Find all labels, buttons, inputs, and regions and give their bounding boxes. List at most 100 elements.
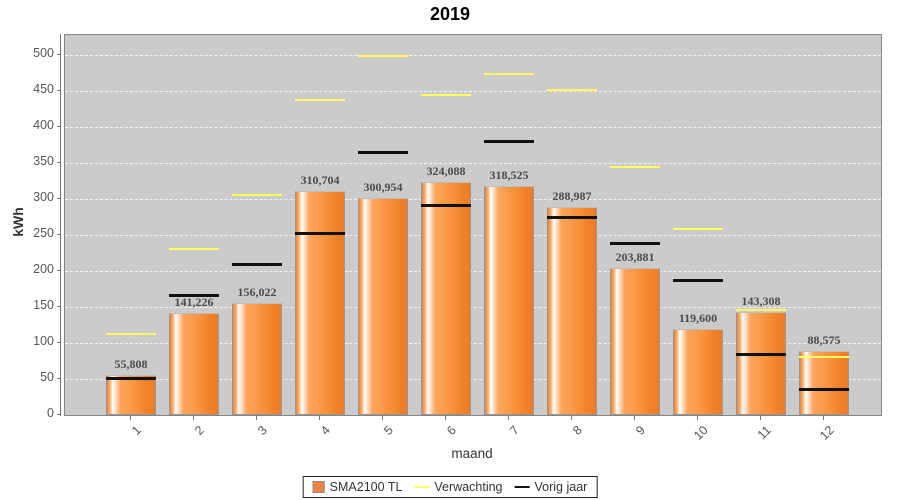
bar-value-label-month-6: 324,088 xyxy=(426,164,466,178)
gridline-400 xyxy=(65,127,881,128)
verwachting-marker-month-8 xyxy=(547,89,597,92)
bar-value-label-month-12: 88,575 xyxy=(807,333,841,347)
bar-month-4 xyxy=(295,191,345,415)
y-tick-label-50: 50 xyxy=(40,370,54,384)
verwachting-marker-month-2 xyxy=(169,248,219,251)
vorig-jaar-marker-month-10 xyxy=(673,278,723,282)
y-tick-label-0: 0 xyxy=(47,406,54,420)
y-tick-mark xyxy=(57,162,61,163)
vorig-jaar-marker-month-8 xyxy=(547,216,597,219)
x-tick-mark-12 xyxy=(823,416,824,420)
y-tick-mark xyxy=(57,342,61,343)
bar-value-label-month-1: 55,808 xyxy=(114,357,148,371)
vorig-jaar-marker-month-4 xyxy=(295,231,345,235)
verwachting-marker-month-5 xyxy=(358,54,408,57)
y-tick-mark xyxy=(57,126,61,127)
y-tick-label-450: 450 xyxy=(33,82,54,96)
vorig-jaar-marker-month-7 xyxy=(484,140,534,144)
gridline-350 xyxy=(65,163,881,164)
verwachting-marker-month-6 xyxy=(421,93,471,96)
bar-month-6 xyxy=(421,182,471,415)
legend-item-vorig-jaar: Vorig jaar xyxy=(514,480,588,494)
vorig-jaar-marker-month-5 xyxy=(358,151,408,155)
x-tick-mark-1 xyxy=(130,416,131,420)
x-tick-mark-11 xyxy=(760,416,761,420)
gridline-50 xyxy=(65,379,881,380)
vorig-jaar-marker-month-12 xyxy=(799,388,849,392)
y-tick-label-150: 150 xyxy=(33,298,54,312)
y-tick-mark xyxy=(57,234,61,235)
y-tick-label-200: 200 xyxy=(33,262,54,276)
gridline-150 xyxy=(65,307,881,308)
bar-value-label-month-8: 288,987 xyxy=(552,189,592,203)
x-tick-mark-3 xyxy=(256,416,257,420)
gridline-450 xyxy=(65,91,881,92)
plot-area: 55,808 141,226 156,022 310,704 300,954 324,08… xyxy=(64,34,882,416)
y-tick-label-400: 400 xyxy=(33,118,54,132)
vorig-jaar-marker-month-9 xyxy=(610,241,660,245)
verwachting-marker-month-7 xyxy=(484,72,534,75)
x-tick-mark-9 xyxy=(634,416,635,420)
y-tick-label-250: 250 xyxy=(33,226,54,240)
bar-value-label-month-5: 300,954 xyxy=(363,180,403,194)
verwachting-marker-month-3 xyxy=(232,193,282,196)
bar-month-10 xyxy=(673,329,723,415)
x-tick-mark-8 xyxy=(571,416,572,420)
verwachting-marker-month-10 xyxy=(673,228,723,231)
x-tick-mark-2 xyxy=(193,416,194,420)
bar-value-label-month-2: 141,226 xyxy=(174,295,214,309)
bar-value-label-month-4: 310,704 xyxy=(300,173,340,187)
verwachting-marker-month-4 xyxy=(295,99,345,102)
bar-month-12 xyxy=(799,351,849,415)
bar-value-label-month-10: 119,600 xyxy=(678,311,718,325)
verwachting-marker-month-11 xyxy=(736,308,786,311)
y-tick-mark xyxy=(57,54,61,55)
x-axis-label: maand xyxy=(451,446,493,461)
y-tick-mark xyxy=(57,306,61,307)
yellow-line-swatch-icon xyxy=(414,486,430,488)
x-tick-mark-7 xyxy=(508,416,509,420)
bar-value-label-month-9: 203,881 xyxy=(615,250,655,264)
y-axis-line xyxy=(60,34,61,416)
verwachting-marker-month-1 xyxy=(106,333,156,336)
y-tick-label-100: 100 xyxy=(33,334,54,348)
bar-month-8 xyxy=(547,207,597,415)
legend-label: Verwachting xyxy=(434,480,503,494)
black-line-swatch-icon xyxy=(514,486,530,488)
chart-title: 2019 xyxy=(429,4,471,24)
bar-month-2 xyxy=(169,313,219,415)
legend-item-verwachting: Verwachting xyxy=(414,480,503,494)
x-tick-mark-4 xyxy=(319,416,320,420)
bar-value-label-month-3: 156,022 xyxy=(237,285,277,299)
legend-box: SMA2100 TL Verwachting Vorig jaar xyxy=(302,476,598,498)
y-tick-mark xyxy=(57,90,61,91)
bar-value-label-month-7: 318,525 xyxy=(489,168,529,182)
y-tick-label-500: 500 xyxy=(33,46,54,60)
bar-month-9 xyxy=(610,268,660,415)
bar-value-label-month-11: 143,308 xyxy=(741,294,781,308)
bar-swatch-icon xyxy=(312,481,325,493)
bar-month-11 xyxy=(736,312,786,415)
y-tick-mark xyxy=(57,378,61,379)
x-tick-mark-5 xyxy=(382,416,383,420)
y-tick-label-300: 300 xyxy=(33,190,54,204)
vorig-jaar-marker-month-6 xyxy=(421,203,471,207)
y-tick-mark xyxy=(57,414,61,415)
vorig-jaar-marker-month-1 xyxy=(106,377,156,381)
gridline-250 xyxy=(65,235,881,236)
legend-item-sma2100-tl: SMA2100 TL xyxy=(312,480,403,494)
gridline-300 xyxy=(65,199,881,200)
bar-month-3 xyxy=(232,303,282,415)
legend-label: Vorig jaar xyxy=(534,480,588,494)
gridline-200 xyxy=(65,271,881,272)
x-tick-mark-6 xyxy=(445,416,446,420)
bar-month-5 xyxy=(358,198,408,415)
y-tick-mark xyxy=(57,270,61,271)
verwachting-marker-month-9 xyxy=(610,165,660,168)
y-tick-label-350: 350 xyxy=(33,154,54,168)
gridline-100 xyxy=(65,343,881,344)
bar-month-7 xyxy=(484,186,534,415)
legend-label: SMA2100 TL xyxy=(329,480,403,494)
y-tick-mark xyxy=(57,198,61,199)
